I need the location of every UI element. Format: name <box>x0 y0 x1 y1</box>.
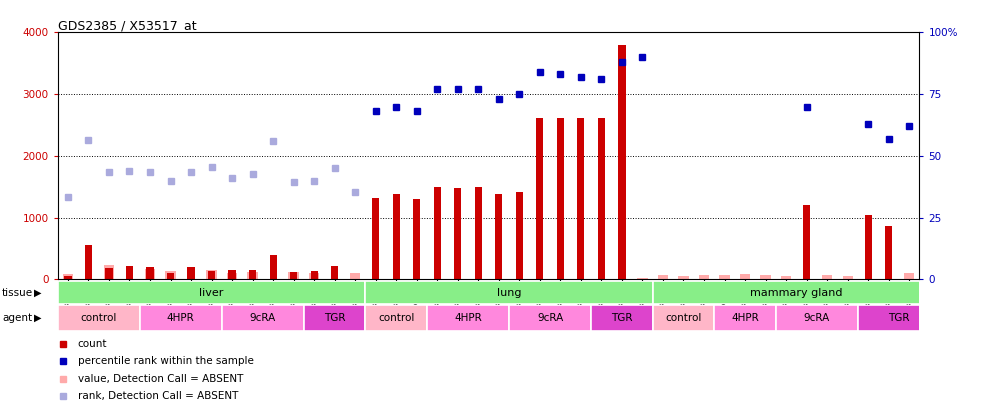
Bar <box>366 281 653 304</box>
Bar <box>637 278 647 279</box>
Bar <box>597 117 605 279</box>
Bar <box>653 305 715 331</box>
Bar <box>715 305 776 331</box>
Bar <box>248 272 257 279</box>
Bar <box>720 275 730 279</box>
Bar <box>188 267 195 279</box>
Bar <box>516 192 523 279</box>
Bar <box>227 273 238 279</box>
Bar <box>146 267 154 279</box>
Bar <box>350 273 360 279</box>
Text: rank, Detection Call = ABSENT: rank, Detection Call = ABSENT <box>78 391 238 401</box>
Bar <box>760 275 770 279</box>
Text: 9cRA: 9cRA <box>804 313 830 323</box>
Text: control: control <box>665 313 702 323</box>
Bar <box>269 256 276 279</box>
Bar <box>207 270 217 279</box>
Bar <box>822 275 832 279</box>
Bar <box>658 275 668 279</box>
Bar <box>140 305 222 331</box>
Text: mammary gland: mammary gland <box>750 288 843 298</box>
Bar <box>536 117 544 279</box>
Bar <box>248 270 256 279</box>
Bar <box>63 274 73 279</box>
Bar <box>84 245 92 279</box>
Text: 9cRA: 9cRA <box>537 313 564 323</box>
Bar <box>653 281 940 304</box>
Bar <box>427 305 509 331</box>
Bar <box>103 265 114 279</box>
Text: control: control <box>378 313 414 323</box>
Bar <box>393 194 400 279</box>
Bar <box>578 117 584 279</box>
Bar <box>858 305 940 331</box>
Bar <box>803 205 810 279</box>
Text: control: control <box>81 313 117 323</box>
Text: 9cRA: 9cRA <box>249 313 276 323</box>
Bar <box>591 305 653 331</box>
Bar <box>475 188 482 279</box>
Text: tissue: tissue <box>2 288 33 298</box>
Bar <box>776 305 858 331</box>
Text: 4HPR: 4HPR <box>167 313 195 323</box>
Bar <box>372 198 380 279</box>
Bar <box>309 273 319 279</box>
Text: GDS2385 / X53517_at: GDS2385 / X53517_at <box>58 19 196 32</box>
Text: agent: agent <box>2 313 32 323</box>
Bar <box>288 272 299 279</box>
Text: TGR: TGR <box>889 313 910 323</box>
Bar <box>885 226 893 279</box>
Bar <box>290 272 297 279</box>
Bar <box>678 276 689 279</box>
Bar <box>781 276 791 279</box>
Bar <box>905 273 914 279</box>
Text: 4HPR: 4HPR <box>454 313 482 323</box>
Text: TGR: TGR <box>324 313 345 323</box>
Bar <box>454 188 461 279</box>
Bar <box>222 305 304 331</box>
Bar <box>165 271 176 279</box>
Bar <box>304 305 366 331</box>
Bar <box>843 276 853 279</box>
Bar <box>433 187 441 279</box>
Text: lung: lung <box>497 288 521 298</box>
Text: 4HPR: 4HPR <box>732 313 758 323</box>
Bar <box>509 305 591 331</box>
Text: ▶: ▶ <box>34 288 42 298</box>
Bar <box>229 270 236 279</box>
Bar <box>557 117 564 279</box>
Bar <box>167 273 174 279</box>
Text: percentile rank within the sample: percentile rank within the sample <box>78 356 253 366</box>
Bar <box>145 269 155 279</box>
Bar <box>331 266 338 279</box>
Bar <box>58 281 366 304</box>
Bar <box>414 199 420 279</box>
Bar <box>699 275 709 279</box>
Bar <box>618 45 625 279</box>
Text: liver: liver <box>200 288 224 298</box>
Bar <box>208 271 215 279</box>
Text: value, Detection Call = ABSENT: value, Detection Call = ABSENT <box>78 374 243 384</box>
Bar <box>105 269 112 279</box>
Bar <box>126 266 133 279</box>
Bar <box>495 194 502 279</box>
Text: ▶: ▶ <box>34 313 42 323</box>
Bar <box>58 305 140 331</box>
Bar <box>366 305 427 331</box>
Bar <box>740 274 750 279</box>
Bar <box>65 276 72 279</box>
Text: count: count <box>78 339 107 349</box>
Text: TGR: TGR <box>611 313 632 323</box>
Bar <box>865 215 872 279</box>
Bar <box>310 271 318 279</box>
